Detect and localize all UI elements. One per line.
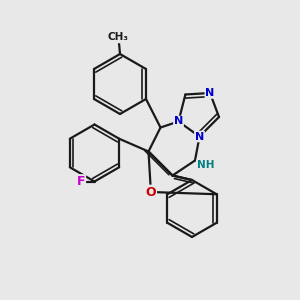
Text: O: O	[146, 185, 156, 199]
Text: F: F	[77, 175, 85, 188]
Text: CH₃: CH₃	[108, 32, 129, 43]
Text: N: N	[195, 131, 204, 142]
Text: NH: NH	[197, 160, 214, 170]
Text: N: N	[174, 116, 183, 127]
Text: N: N	[206, 88, 214, 98]
